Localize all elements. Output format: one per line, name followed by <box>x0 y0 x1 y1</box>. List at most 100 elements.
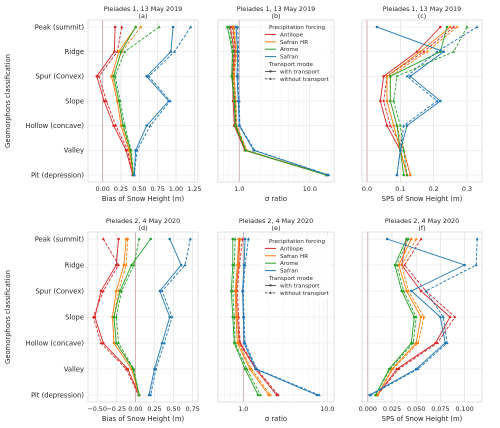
y-category-label: Peak (summit) <box>35 23 85 31</box>
data-point <box>114 289 118 293</box>
data-point <box>452 25 456 29</box>
data-point <box>236 25 240 29</box>
x-tick-label: 1.00 <box>169 185 183 193</box>
x-axis-label: Bias of Snow Height (m) <box>102 415 185 423</box>
legend-title-transport: Transport mode <box>268 62 313 68</box>
data-point <box>168 237 172 241</box>
data-point <box>117 341 121 345</box>
y-category-label: Valley <box>64 147 84 155</box>
x-axis-label: σ ratio <box>265 415 287 423</box>
y-category-label: Hollow (concave) <box>25 122 84 130</box>
data-point <box>123 49 127 53</box>
x-tick-label: 0.100 <box>455 405 473 413</box>
data-point <box>402 289 406 293</box>
data-point <box>234 289 238 293</box>
data-point <box>157 25 161 29</box>
data-point <box>398 123 402 127</box>
x-tick-label: 1.25 <box>187 185 201 193</box>
data-point <box>419 289 423 293</box>
data-point <box>392 124 395 127</box>
data-point <box>403 263 407 267</box>
data-point <box>232 315 236 319</box>
data-point <box>241 289 245 293</box>
data-point <box>463 263 466 267</box>
data-point <box>101 341 105 345</box>
data-point <box>245 367 249 371</box>
data-point <box>119 50 123 53</box>
data-point <box>419 315 423 319</box>
x-tick-label: 0.1 <box>395 185 405 193</box>
x-tick-label: 0.3 <box>462 185 472 193</box>
data-point <box>102 99 106 103</box>
data-point <box>238 237 242 241</box>
data-point <box>268 393 272 397</box>
data-point <box>122 263 126 267</box>
data-point <box>414 237 418 241</box>
data-point <box>249 367 253 371</box>
y-category-label: Ridge <box>65 261 84 269</box>
x-tick-label: 0.075 <box>431 405 449 413</box>
data-point <box>393 263 397 267</box>
y-category-label: Valley <box>64 365 84 373</box>
data-point <box>402 123 406 127</box>
data-point <box>171 25 175 29</box>
data-point <box>455 25 459 29</box>
data-point <box>112 315 116 319</box>
data-point <box>162 341 166 345</box>
data-point <box>231 49 235 53</box>
data-point <box>395 173 399 177</box>
data-point <box>375 25 379 29</box>
plot-frame <box>361 19 483 183</box>
y-category-label: Pit (depression) <box>31 391 84 399</box>
data-point <box>391 367 395 371</box>
data-point <box>474 263 478 267</box>
data-point <box>422 315 426 319</box>
data-point <box>237 341 241 345</box>
legend-entry-safran-hr: Safran HR <box>280 254 308 260</box>
plot-frame <box>87 231 199 403</box>
data-point <box>445 25 449 29</box>
data-point <box>95 75 99 78</box>
data-point <box>414 341 418 345</box>
data-point <box>465 25 469 29</box>
data-point <box>132 173 136 177</box>
data-point <box>169 50 173 53</box>
data-point <box>237 99 241 103</box>
x-tick-label: 0.75 <box>151 185 165 193</box>
panel-title: Pleiades 1, 13 May 2019 <box>237 5 315 13</box>
data-point <box>406 289 410 293</box>
data-point <box>405 124 409 127</box>
x-tick-label: 0.50 <box>132 185 146 193</box>
data-point <box>397 263 401 267</box>
data-point <box>233 99 237 103</box>
legend-entry-with-transport: with transport <box>280 283 320 289</box>
data-point <box>253 148 257 152</box>
data-point <box>379 99 382 103</box>
data-point <box>170 315 174 319</box>
x-tick-label: 0.25 <box>147 405 161 413</box>
data-point <box>389 75 392 78</box>
data-point <box>416 341 420 345</box>
x-tick-label: 0.00 <box>96 185 110 193</box>
data-point <box>389 99 392 103</box>
x-tick-label: −0.50 <box>87 405 107 413</box>
data-point <box>276 393 280 397</box>
data-point <box>388 367 392 371</box>
data-point <box>160 289 164 293</box>
x-tick-label: 0.050 <box>407 405 425 413</box>
data-point <box>442 50 445 53</box>
data-point <box>233 237 237 241</box>
data-point <box>416 367 420 371</box>
panel-a: 0.00 0.25 0.50 0.75 1.00 1.25 Pleiades 1, 13 M… <box>4 5 201 203</box>
data-point <box>317 393 321 397</box>
data-point <box>91 315 95 319</box>
data-point <box>97 74 101 78</box>
data-point <box>101 237 105 241</box>
legend-marker <box>269 77 272 80</box>
data-point <box>395 74 399 78</box>
legend-entry-antilope: Antilope <box>280 32 304 38</box>
data-point <box>244 148 248 152</box>
x-axis-label: SPS of Snow Height (m) <box>382 415 463 423</box>
